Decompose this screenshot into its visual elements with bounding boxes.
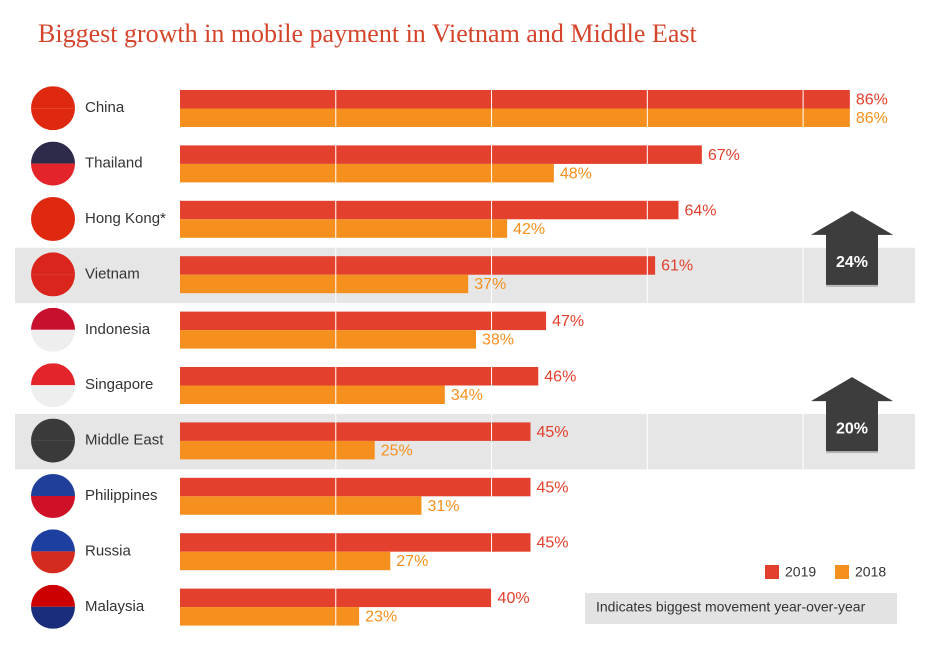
bar (180, 256, 656, 275)
flag-bottom (31, 219, 75, 241)
value-label: 47% (552, 313, 584, 330)
category-label: Russia (85, 542, 132, 559)
arrow-label: 24% (836, 254, 868, 271)
flag-bottom (31, 551, 75, 574)
note-box (585, 593, 897, 624)
flag-top (31, 307, 75, 330)
flag-bottom (31, 385, 75, 408)
flag-top (31, 418, 75, 441)
bar (180, 422, 531, 441)
bar (180, 367, 539, 386)
flag-top (31, 529, 75, 552)
category-label: Hong Kong* (85, 210, 166, 227)
flag-top (31, 197, 75, 219)
legend-swatch (765, 565, 779, 579)
category-label: Malaysia (85, 598, 145, 615)
legend-label: 2018 (855, 564, 886, 580)
bar (180, 219, 508, 238)
bar (180, 108, 850, 127)
bar (180, 311, 547, 331)
flag-top (31, 363, 75, 386)
legend-label: 2019 (785, 564, 816, 580)
flag (31, 529, 75, 574)
value-label: 46% (544, 368, 576, 385)
flag (31, 474, 75, 518)
arrow-label: 20% (836, 420, 868, 437)
arrow (811, 377, 893, 452)
value-label: 42% (513, 221, 545, 238)
flag-bottom (31, 274, 75, 297)
bar (180, 163, 554, 183)
flag-bottom (31, 108, 75, 131)
value-label: 27% (396, 553, 428, 570)
chart-title: Biggest growth in mobile payment in Viet… (38, 19, 697, 48)
arrow (811, 210, 893, 285)
bar (180, 145, 702, 164)
bar (180, 551, 391, 571)
flag (31, 418, 75, 463)
value-label: 25% (381, 442, 413, 459)
value-label: 38% (482, 332, 514, 349)
flag-bottom (31, 329, 75, 352)
value-label: 31% (427, 498, 459, 515)
value-label: 45% (537, 424, 569, 441)
flag-bottom (31, 440, 75, 463)
bar (180, 330, 476, 349)
flag-bottom (31, 163, 75, 186)
flag-bottom (31, 606, 75, 629)
value-label: 40% (498, 590, 530, 607)
value-label: 45% (537, 479, 569, 496)
flag (31, 307, 75, 352)
flag-top (31, 584, 75, 607)
value-label: 86% (856, 91, 888, 108)
bar (180, 200, 679, 220)
category-label: China (85, 99, 125, 116)
note: Indicates biggest movement year-over-yea… (596, 599, 866, 615)
value-label: 61% (661, 258, 693, 275)
value-label: 48% (560, 165, 592, 182)
value-label: 67% (708, 147, 740, 164)
flag (31, 363, 75, 408)
flag-top (31, 474, 75, 496)
bar (180, 607, 360, 626)
category-label: Singapore (85, 376, 153, 393)
bar (180, 440, 375, 460)
category-label: Thailand (85, 155, 143, 172)
bar (180, 385, 445, 404)
value-label: 45% (537, 535, 569, 552)
category-label: Vietnam (85, 265, 140, 282)
value-label: 37% (474, 276, 506, 293)
flag (31, 141, 75, 186)
value-label: 64% (684, 202, 716, 219)
bar (180, 477, 531, 497)
bar (180, 533, 531, 552)
flag-top (31, 252, 75, 275)
bar (180, 90, 850, 109)
value-label: 34% (451, 387, 483, 404)
value-label: 86% (856, 110, 888, 127)
flag-top (31, 141, 75, 164)
value-label: 23% (365, 609, 397, 626)
bar (180, 496, 422, 515)
category-label: Philippines (85, 487, 158, 504)
flag-top (31, 86, 75, 109)
flag (31, 197, 75, 241)
category-label: Middle East (85, 432, 164, 449)
flag (31, 86, 75, 131)
category-label: Indonesia (85, 321, 151, 338)
legend-swatch (835, 565, 849, 579)
flag-bottom (31, 496, 75, 518)
flag (31, 584, 75, 629)
flag (31, 252, 75, 297)
bar (180, 274, 469, 294)
